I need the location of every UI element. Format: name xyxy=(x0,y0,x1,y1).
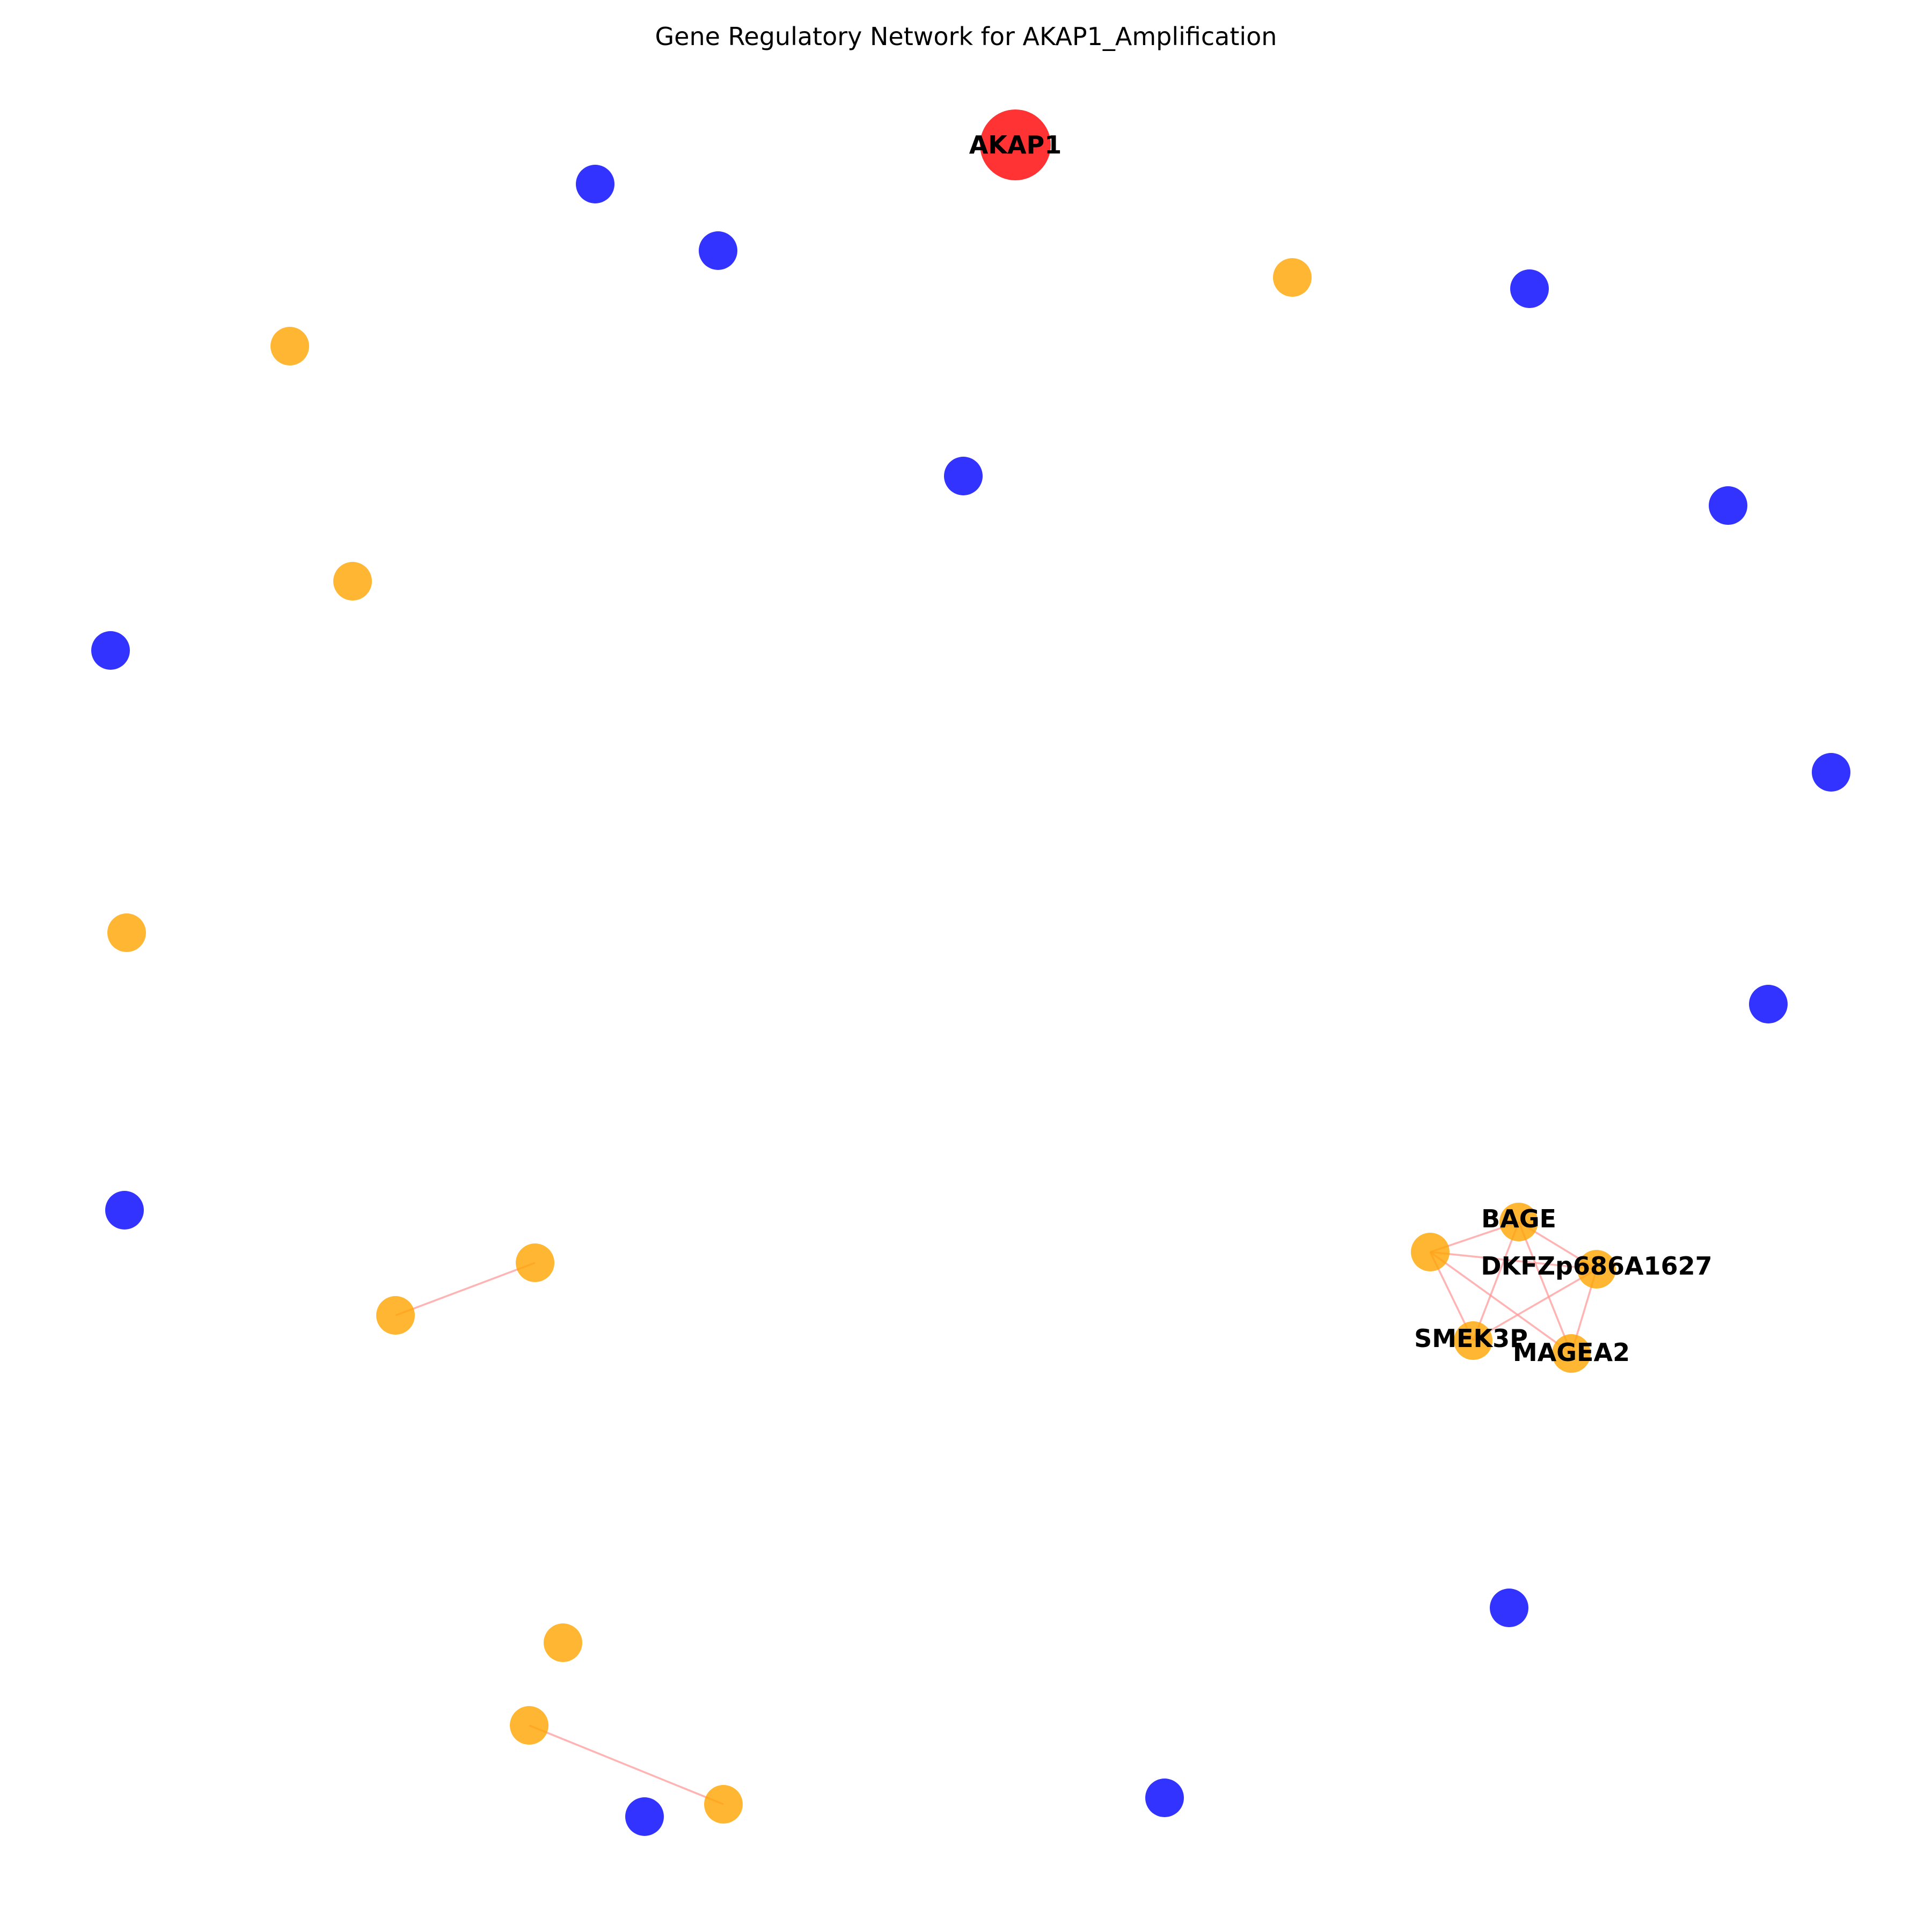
node-o7[interactable] xyxy=(376,1296,415,1335)
edge-o9-o10 xyxy=(529,1724,724,1805)
node-o6[interactable] xyxy=(516,1243,554,1282)
node-b7[interactable] xyxy=(91,631,130,670)
node-dkfzp686a1627[interactable] xyxy=(1577,1250,1616,1289)
node-b8[interactable] xyxy=(1749,985,1788,1023)
node-o3[interactable] xyxy=(270,327,309,365)
node-akap1[interactable] xyxy=(980,109,1051,180)
node-o1[interactable] xyxy=(1411,1233,1450,1271)
node-b2[interactable] xyxy=(699,231,737,270)
edges-layer xyxy=(395,1221,1598,1805)
node-b10[interactable] xyxy=(1490,1589,1528,1627)
node-bage[interactable] xyxy=(1499,1203,1538,1241)
node-o4[interactable] xyxy=(333,562,372,601)
node-magea2[interactable] xyxy=(1552,1334,1591,1373)
node-smek3p[interactable] xyxy=(1454,1321,1492,1360)
node-label-dkfzp686a1627: DKFZp686A1627 xyxy=(1481,1252,1712,1280)
node-label-akap1: AKAP1 xyxy=(969,130,1062,159)
nodes-layer xyxy=(91,109,1850,1836)
node-label-bage: BAGE xyxy=(1481,1204,1556,1233)
node-o9[interactable] xyxy=(510,1706,548,1745)
node-o10[interactable] xyxy=(704,1785,743,1824)
node-b6[interactable] xyxy=(1812,753,1850,792)
edge-BAGE-MAGEA2 xyxy=(1518,1221,1572,1354)
edge-o1-MAGEA2 xyxy=(1429,1251,1572,1355)
node-b9[interactable] xyxy=(105,1191,144,1230)
edge-DKFZp686A1627-SMEK3P xyxy=(1473,1268,1597,1342)
node-o2[interactable] xyxy=(1273,258,1312,297)
node-o8[interactable] xyxy=(544,1623,582,1662)
node-b5[interactable] xyxy=(1709,486,1747,525)
node-b12[interactable] xyxy=(625,1797,664,1836)
node-label-smek3p: SMEK3P xyxy=(1414,1324,1528,1353)
edge-BAGE-SMEK3P xyxy=(1472,1221,1520,1341)
chart-title: Gene Regulatory Network for AKAP1_Amplif… xyxy=(655,22,1277,51)
node-b3[interactable] xyxy=(944,457,983,495)
node-label-magea2: MAGEA2 xyxy=(1513,1338,1630,1367)
node-b1[interactable] xyxy=(576,165,614,203)
edge-o6-o7 xyxy=(395,1262,536,1316)
node-o5[interactable] xyxy=(107,913,146,952)
node-b11[interactable] xyxy=(1145,1779,1184,1817)
node-b4[interactable] xyxy=(1510,269,1549,308)
edge-o1-DKFZp686A1627 xyxy=(1430,1251,1597,1270)
